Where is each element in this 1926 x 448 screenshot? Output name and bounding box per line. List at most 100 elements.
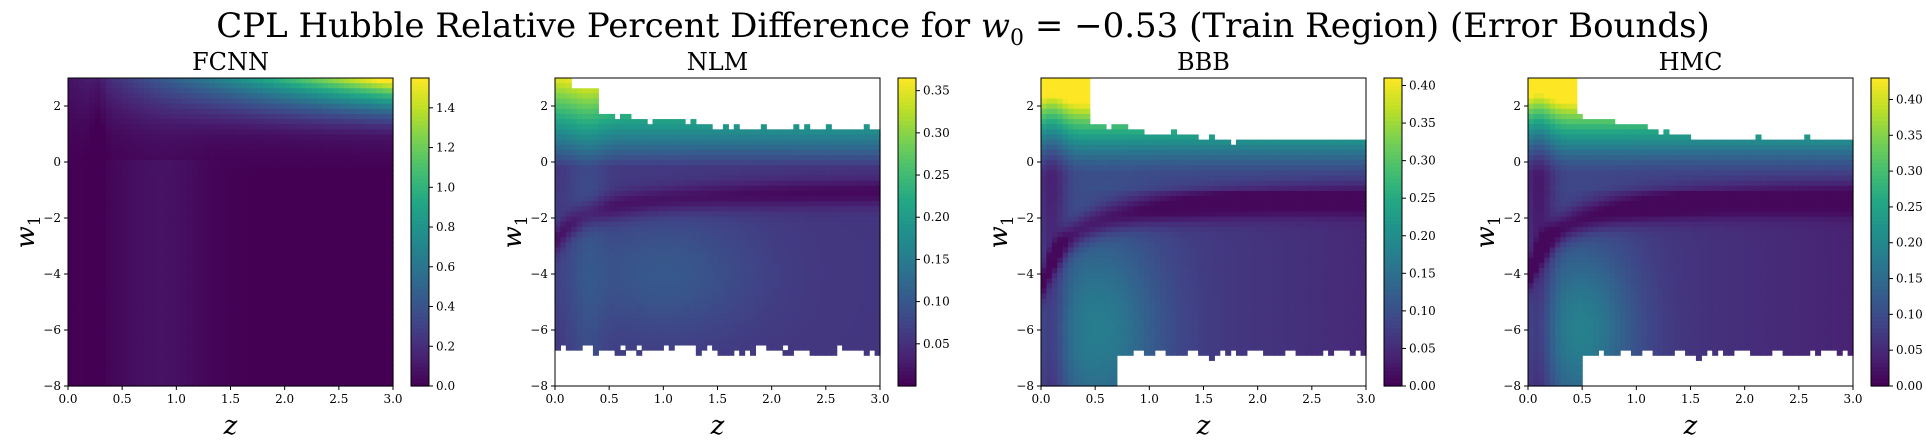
heatmap-cell xyxy=(317,355,324,361)
heatmap-cell xyxy=(333,98,340,105)
heatmap-cell xyxy=(143,196,150,202)
heatmap-cell xyxy=(582,303,589,310)
heatmap-cell xyxy=(225,221,232,228)
heatmap-cell xyxy=(333,360,340,367)
heatmap-cell xyxy=(279,221,286,228)
colorbar-segment xyxy=(411,166,429,171)
heatmap-cell xyxy=(138,247,145,254)
heatmap-cell xyxy=(268,237,275,243)
heatmap-cell xyxy=(284,144,291,151)
heatmap-cell xyxy=(598,170,605,177)
heatmap-cell xyxy=(690,232,697,238)
heatmap-cell xyxy=(317,375,324,382)
heatmap-cell xyxy=(382,257,389,264)
heatmap-cell xyxy=(219,324,226,331)
heatmap-cell xyxy=(100,375,107,382)
heatmap-cell xyxy=(95,103,102,110)
heatmap-cell xyxy=(219,119,226,125)
heatmap-cell xyxy=(311,293,318,300)
heatmap-cell xyxy=(214,267,221,274)
heatmap-cell xyxy=(685,309,692,315)
heatmap-cell xyxy=(598,242,605,248)
heatmap-cell xyxy=(333,88,340,94)
heatmap-cell xyxy=(279,273,286,279)
heatmap-cell xyxy=(360,129,367,136)
heatmap-cell xyxy=(138,124,145,130)
heatmap-cell xyxy=(603,262,610,269)
heatmap-cell xyxy=(257,144,264,151)
heatmap-cell xyxy=(365,190,372,197)
heatmap-cell xyxy=(154,350,161,356)
heatmap-cell xyxy=(111,267,118,274)
heatmap-cell xyxy=(647,247,654,254)
heatmap-cell xyxy=(138,303,145,310)
heatmap-cell xyxy=(263,375,270,382)
heatmap-cell xyxy=(203,211,210,218)
heatmap-cell xyxy=(284,370,291,377)
heatmap-cell xyxy=(592,98,599,105)
heatmap-cell xyxy=(311,309,318,315)
heatmap-cell xyxy=(143,98,150,105)
heatmap-cell xyxy=(225,257,232,264)
heatmap-cell xyxy=(355,113,362,120)
colorbar-segment xyxy=(411,251,429,256)
heatmap-cell xyxy=(95,288,102,295)
heatmap-cell xyxy=(311,206,318,213)
heatmap-cell xyxy=(241,83,248,89)
heatmap-cell xyxy=(116,78,123,84)
heatmap-cell xyxy=(565,155,572,161)
heatmap-cell xyxy=(138,134,145,141)
heatmap-cell xyxy=(160,283,167,290)
heatmap-cell xyxy=(587,247,594,254)
heatmap-cell xyxy=(133,298,140,305)
heatmap-cell xyxy=(198,119,205,125)
heatmap-cell xyxy=(263,298,270,305)
heatmap-cell xyxy=(349,196,356,202)
heatmap-cell xyxy=(181,206,188,213)
heatmap-cell xyxy=(614,339,621,346)
heatmap-cell xyxy=(344,288,351,295)
heatmap-cell xyxy=(68,196,75,202)
heatmap-cell xyxy=(657,211,664,218)
heatmap-cell xyxy=(365,134,372,141)
heatmap-cell xyxy=(181,134,188,141)
heatmap-cell xyxy=(376,365,383,372)
heatmap-cell xyxy=(100,309,107,315)
heatmap-cell xyxy=(230,283,237,290)
heatmap-cell xyxy=(241,226,248,233)
heatmap-cell xyxy=(582,319,589,325)
heatmap-cell xyxy=(311,267,318,274)
heatmap-cell xyxy=(100,293,107,300)
heatmap-cell xyxy=(641,278,648,284)
heatmap-cell xyxy=(89,273,96,279)
heatmap-cell xyxy=(73,134,80,141)
heatmap-cell xyxy=(306,303,313,310)
heatmap-cell xyxy=(657,170,664,177)
heatmap-cell xyxy=(598,257,605,264)
heatmap-cell xyxy=(344,165,351,171)
heatmap-cell xyxy=(587,201,594,207)
heatmap-cell xyxy=(355,119,362,125)
heatmap-cell xyxy=(154,190,161,197)
heatmap-cell xyxy=(149,226,156,233)
heatmap-cell xyxy=(203,124,210,130)
heatmap-cell xyxy=(127,242,134,248)
heatmap-cell xyxy=(387,344,394,351)
heatmap-cell xyxy=(160,355,167,361)
heatmap-cell xyxy=(122,119,129,125)
heatmap-cell xyxy=(235,293,242,300)
heatmap-cell xyxy=(257,108,264,115)
heatmap-cell xyxy=(279,196,286,202)
heatmap-cell xyxy=(657,149,664,156)
heatmap-cell xyxy=(89,201,96,207)
heatmap-cell xyxy=(311,175,318,182)
heatmap-cell xyxy=(349,108,356,115)
heatmap-cell xyxy=(338,190,345,197)
heatmap-cell xyxy=(241,375,248,382)
heatmap-cell xyxy=(603,211,610,218)
heatmap-cell xyxy=(625,303,632,310)
heatmap-cell xyxy=(603,324,610,331)
heatmap-cell xyxy=(116,206,123,213)
heatmap-cell xyxy=(652,278,659,284)
heatmap-cell xyxy=(133,165,140,171)
